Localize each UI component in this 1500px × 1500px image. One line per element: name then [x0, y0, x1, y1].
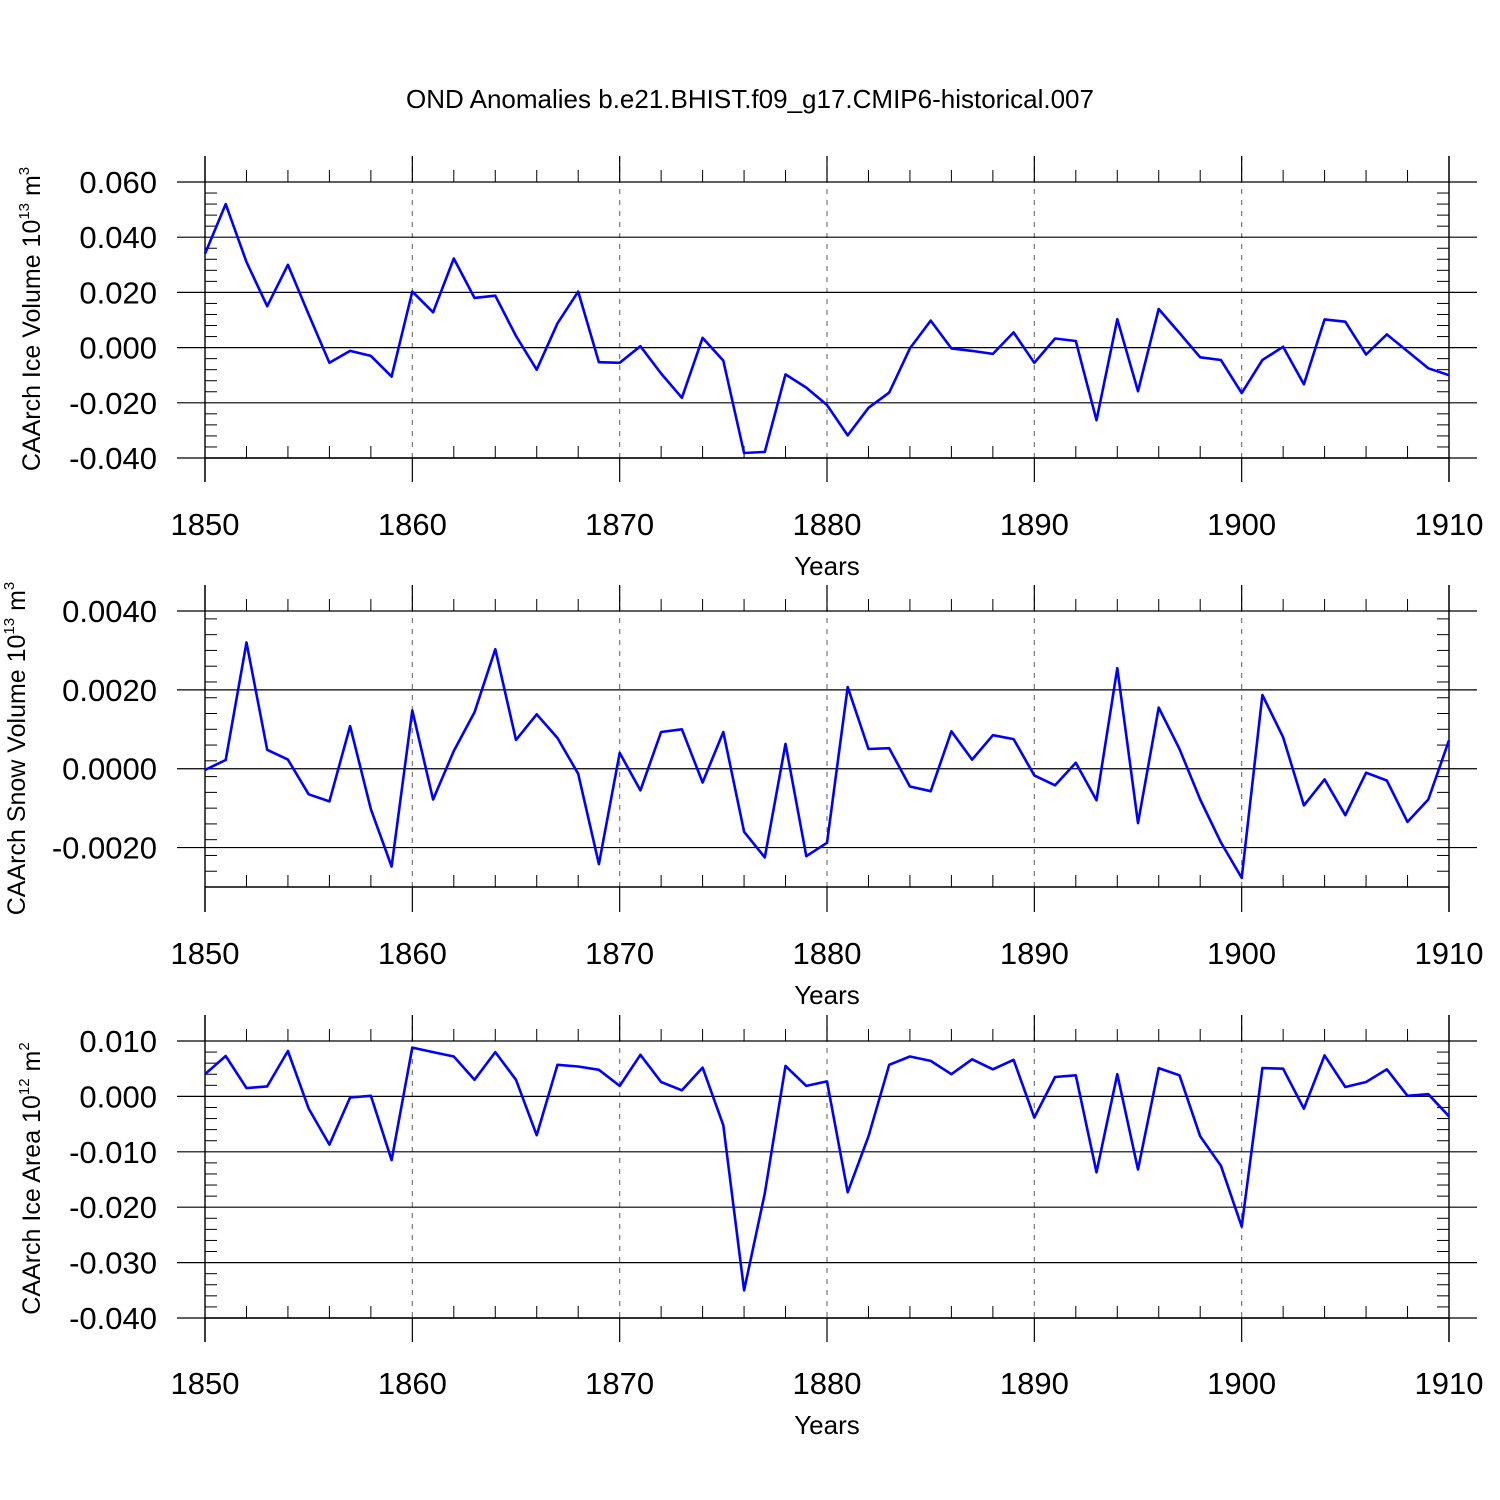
panel-snow-volume: -0.0020 0.0000 0.0020 0.0040 1850 1860 1870 188… [1, 582, 1483, 1010]
y-tick-label: -0.020 [69, 1190, 157, 1225]
x-tick-label: 1910 [1415, 936, 1484, 971]
x-tick-label: 1880 [793, 936, 862, 971]
y-axis-title: CAArch Ice Area 1012 m2 [16, 1042, 46, 1314]
y-tick-label: -0.0020 [52, 831, 157, 866]
series-line [204, 1046, 1450, 1292]
y-tick-label: 0.010 [79, 1024, 157, 1059]
series-line [204, 641, 1451, 880]
x-tick-label: 1870 [585, 507, 654, 542]
x-tick-label: 1870 [585, 1366, 654, 1401]
x-tick-label: 1900 [1207, 507, 1276, 542]
x-tick-label: 1860 [378, 936, 447, 971]
x-tick-label: 1880 [793, 507, 862, 542]
y-tick-label: -0.030 [69, 1246, 157, 1281]
x-tick-label: 1910 [1415, 1366, 1484, 1401]
series-line [203, 202, 1450, 455]
x-tick-label: 1850 [171, 1366, 240, 1401]
x-tick-label: 1860 [378, 507, 447, 542]
x-tick-label: 1860 [378, 1366, 447, 1401]
x-tick-label: 1900 [1207, 1366, 1276, 1401]
chart-title: OND Anomalies b.e21.BHIST.f09_g17.CMIP6-… [406, 84, 1094, 114]
x-tick-label: 1870 [585, 936, 654, 971]
x-axis-title: Years [794, 1410, 860, 1440]
x-tick-label: 1890 [1000, 507, 1069, 542]
y-tick-label: 0.060 [79, 165, 157, 200]
y-tick-label: -0.040 [69, 441, 157, 476]
y-tick-label: -0.040 [69, 1301, 157, 1336]
y-tick-label: 0.0040 [62, 594, 157, 629]
panel-ice-area: -0.040 -0.030 -0.020 -0.010 0.000 0.010 1850 18… [16, 1015, 1483, 1440]
x-axis-title: Years [794, 551, 860, 581]
x-tick-label: 1890 [1000, 1366, 1069, 1401]
y-tick-label: 0.0000 [62, 752, 157, 787]
y-tick-label: 0.020 [79, 275, 157, 310]
y-axis-title: CAArch Snow Volume 1013 m3 [1, 582, 31, 916]
y-tick-label: 0.040 [79, 220, 157, 255]
x-tick-label: 1890 [1000, 936, 1069, 971]
x-tick-label: 1850 [171, 936, 240, 971]
y-tick-label: 0.000 [79, 1079, 157, 1114]
y-tick-label: 0.0020 [62, 673, 157, 708]
x-axis-title: Years [794, 980, 860, 1010]
x-tick-label: 1880 [793, 1366, 862, 1401]
y-tick-label: -0.020 [69, 386, 157, 421]
y-tick-label: -0.010 [69, 1135, 157, 1170]
y-axis-title: CAArch Ice Volume 1013 m3 [16, 167, 46, 471]
panel-ice-volume: -0.040 -0.020 0.000 0.020 0.040 0.060 1850 1860… [16, 156, 1483, 581]
y-tick-label: 0.000 [79, 331, 157, 366]
x-tick-label: 1900 [1207, 936, 1276, 971]
x-tick-label: 1910 [1415, 507, 1484, 542]
x-tick-label: 1850 [171, 507, 240, 542]
